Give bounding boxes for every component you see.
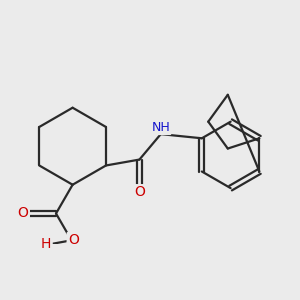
Text: O: O — [68, 233, 79, 247]
Text: NH: NH — [152, 121, 170, 134]
Text: O: O — [134, 185, 145, 200]
Text: H: H — [41, 237, 51, 251]
Text: O: O — [18, 206, 28, 220]
